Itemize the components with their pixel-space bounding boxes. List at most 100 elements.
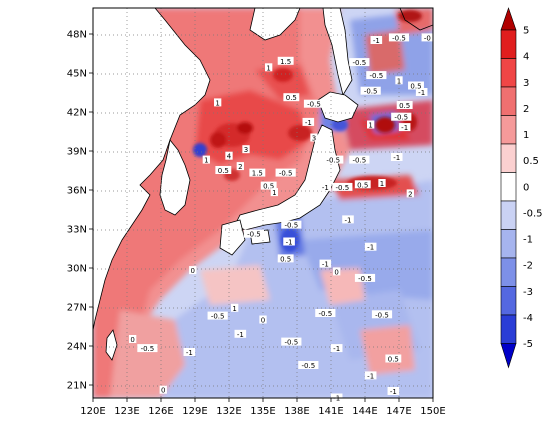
contour-label: 3 xyxy=(312,135,316,143)
contour-label: 2 xyxy=(238,163,242,171)
contour-label: -1 xyxy=(333,345,340,353)
contour-label-bg xyxy=(215,166,232,174)
contour-label-bg xyxy=(388,33,410,42)
contour-label: -0.5 xyxy=(326,157,340,165)
contour-label-bg xyxy=(319,259,332,268)
contour-label: -1 xyxy=(286,239,293,247)
kurils xyxy=(399,8,433,31)
kyushu xyxy=(219,219,246,256)
colorbar-swatch xyxy=(500,115,517,145)
colorbar-label: 0.5 xyxy=(523,156,539,167)
colorbar-swatch xyxy=(500,172,517,202)
contour-label: -0.5 xyxy=(247,231,261,239)
contour-label: 1 xyxy=(266,64,270,72)
land xyxy=(93,8,433,361)
lat-label: 48N xyxy=(67,30,87,41)
contour-label-bg xyxy=(408,81,424,90)
contour-label: -1 xyxy=(401,124,408,132)
contour-label-bg xyxy=(270,188,278,197)
contour-label-bg xyxy=(260,181,277,190)
contour-label-bg xyxy=(371,310,393,319)
colorbar-swatch xyxy=(500,200,517,230)
contour-label-bg xyxy=(349,155,370,164)
contour-label-bg xyxy=(265,63,273,72)
contour-label-bg xyxy=(137,344,158,353)
contour-label: 4 xyxy=(227,153,232,161)
colorbar-label: 2 xyxy=(523,104,529,115)
contour-label: 0 xyxy=(261,317,265,325)
lon-label: 129E xyxy=(182,406,207,417)
contour-label-bg xyxy=(378,179,386,187)
colorbar-swatch xyxy=(500,314,517,344)
contour-label-bg xyxy=(207,311,228,320)
contour-label: -1 xyxy=(418,89,425,97)
lon-label: 150E xyxy=(420,406,445,417)
contour-label: -1 xyxy=(322,184,329,192)
contour-label: -0.5 xyxy=(318,310,332,318)
contour-label-bg xyxy=(391,112,412,121)
colorbar-label: -1 xyxy=(523,235,533,246)
contour-label-bg xyxy=(202,155,210,164)
contour-label-bg xyxy=(183,348,196,356)
contour-label-bg xyxy=(390,153,403,161)
contour-label: -0.5 xyxy=(211,313,225,321)
contour-label-bg xyxy=(385,354,402,363)
lon-label: 144E xyxy=(352,406,377,417)
contour-label-bg xyxy=(298,361,319,369)
lat-label: 36N xyxy=(67,186,87,197)
contour-label: 0.5 xyxy=(357,181,368,189)
primorye xyxy=(249,8,301,41)
colorbar-label: -4 xyxy=(523,313,533,324)
contour-label-bg xyxy=(364,371,377,380)
colorbar: 5 4 3 2 1 0.5 0 -0.5 -1 -2 -3 -4 -5 xyxy=(500,7,543,369)
colorbar-label: 4 xyxy=(523,52,529,63)
contour-labels: -1 -0.5 -0-0.511.5-0.51-1-0.50.5-0.510.50.… xyxy=(129,33,434,403)
contour-label-bg xyxy=(315,309,336,317)
contour-label-bg xyxy=(259,315,267,324)
contour-label-bg xyxy=(302,117,315,126)
contour-label-bg xyxy=(354,180,371,189)
contour-label-bg xyxy=(342,215,354,224)
lat-label: 45N xyxy=(67,69,87,80)
contour-label-bg xyxy=(303,99,325,108)
contour-label-bg xyxy=(319,182,332,191)
contour-label-bg xyxy=(249,168,266,177)
contour-label: 0 xyxy=(334,268,338,276)
hokkaido xyxy=(317,91,359,123)
contour-label: -0.5 xyxy=(392,34,406,42)
contour-label-bg xyxy=(360,86,381,95)
contour-label-bg xyxy=(333,267,341,276)
contour-label: -0.5 xyxy=(375,311,389,319)
contour-label: 1 xyxy=(215,99,219,107)
contour-label-bg xyxy=(370,36,383,44)
contour-label-bg xyxy=(281,220,302,229)
contour-label: -0.5 xyxy=(352,59,366,67)
lon-label: 132E xyxy=(216,406,241,417)
colorbar-swatch xyxy=(500,29,517,59)
lat-label: 21N xyxy=(67,381,87,392)
contour-label: 1.5 xyxy=(280,58,291,66)
contour-label-bg xyxy=(159,385,167,394)
lon-label: 147E xyxy=(386,406,411,417)
contour-label: -1 xyxy=(367,372,374,380)
contour-label: -0.5 xyxy=(141,345,155,353)
contour-label-bg xyxy=(366,71,387,80)
colorbar-label: 3 xyxy=(523,78,529,89)
contour-label-bg xyxy=(421,33,434,42)
contour-label: 0.5 xyxy=(263,183,274,191)
contour-label: 3 xyxy=(244,146,248,154)
contour-label-bg xyxy=(395,76,403,85)
colorbar-label: -2 xyxy=(523,261,533,272)
colorbar-swatch xyxy=(500,257,517,287)
colorbar-top-arrow xyxy=(500,7,517,31)
contour-label: 0.5 xyxy=(286,94,297,102)
anomaly-field xyxy=(93,8,433,398)
contour-label: 1 xyxy=(397,77,401,85)
contour-label: 0 xyxy=(161,387,165,395)
colorbar-label: 0 xyxy=(523,182,529,193)
colorbar-bottom-arrow xyxy=(500,343,517,369)
contour-label: -0.5 xyxy=(364,88,378,96)
contour-label: -1 xyxy=(390,388,397,396)
contour-label: -1 xyxy=(393,154,400,162)
contour-label-bg xyxy=(234,329,247,338)
